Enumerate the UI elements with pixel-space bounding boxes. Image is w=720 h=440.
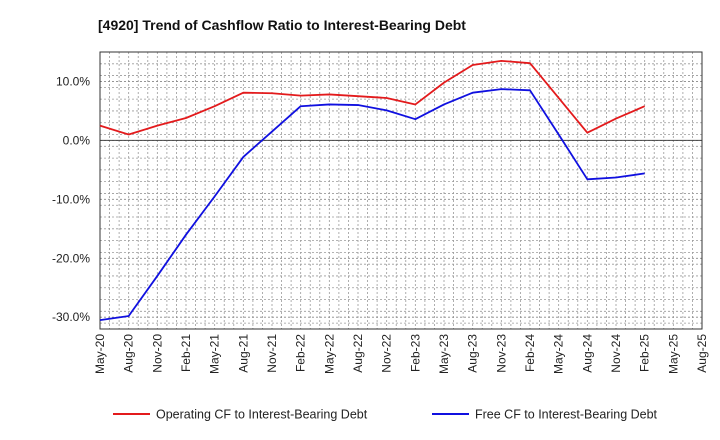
x-tick-label: Nov-20 xyxy=(150,334,164,373)
plot-area-frame xyxy=(99,51,703,330)
x-tick-label: May-22 xyxy=(322,334,336,374)
x-tick-label: Aug-20 xyxy=(122,334,136,373)
y-tick-label: -30.0% xyxy=(52,310,90,324)
x-tick-label: Feb-25 xyxy=(638,334,652,372)
x-tick-label: Feb-22 xyxy=(294,334,308,372)
y-tick-label: -10.0% xyxy=(52,192,90,206)
x-axis-ticks: May-20 Aug-20 Nov-20 Feb-21 May-21 Aug-21 Nov-… xyxy=(93,334,709,374)
x-tick-label: May-23 xyxy=(437,334,451,374)
x-tick-label: Nov-22 xyxy=(380,334,394,373)
x-tick-label: Nov-24 xyxy=(609,334,623,373)
x-tick-label: Nov-21 xyxy=(265,334,279,373)
y-tick-label: 10.0% xyxy=(56,74,90,88)
chart-title: [4920] Trend of Cashflow Ratio to Intere… xyxy=(98,17,466,33)
legend-label-free-cf: Free CF to Interest-Bearing Debt xyxy=(475,408,658,422)
legend: Operating CF to Interest-Bearing Debt Fr… xyxy=(113,408,658,422)
series-lines xyxy=(99,59,646,322)
y-axis-ticks: 10.0% 0.0% -10.0% -20.0% -30.0% xyxy=(52,74,90,324)
x-tick-label: May-21 xyxy=(208,334,222,374)
series-line-free-cf xyxy=(99,88,645,322)
y-tick-label: -20.0% xyxy=(52,251,90,265)
x-tick-label: Feb-21 xyxy=(179,334,193,372)
x-tick-label: Feb-23 xyxy=(408,334,422,372)
grid xyxy=(100,51,702,329)
x-tick-label: May-20 xyxy=(93,334,107,374)
y-tick-label: 0.0% xyxy=(63,133,91,147)
x-tick-label: Feb-24 xyxy=(523,334,537,372)
legend-label-operating-cf: Operating CF to Interest-Bearing Debt xyxy=(156,408,368,422)
x-tick-label: Aug-23 xyxy=(466,334,480,373)
x-tick-label: Aug-21 xyxy=(236,334,250,373)
series-line-operating-cf xyxy=(99,59,646,136)
x-tick-label: Aug-25 xyxy=(695,334,709,373)
x-tick-label: Nov-23 xyxy=(494,334,508,373)
x-tick-label: Aug-24 xyxy=(580,334,594,373)
x-tick-label: May-24 xyxy=(552,334,566,374)
x-tick-label: May-25 xyxy=(666,334,680,374)
x-tick-label: Aug-22 xyxy=(351,334,365,373)
